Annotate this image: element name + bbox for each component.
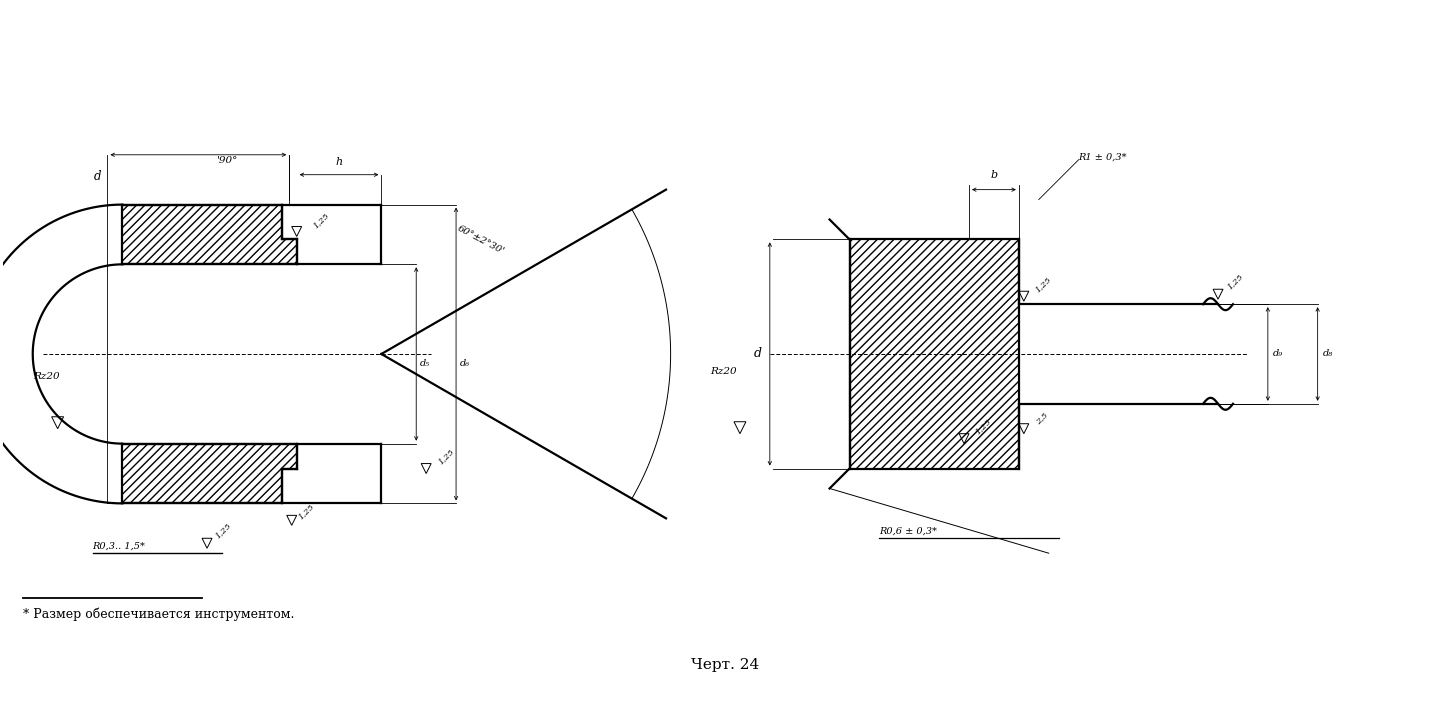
Text: Черт. 24: Черт. 24 <box>690 658 760 672</box>
Text: d₅: d₅ <box>420 360 431 368</box>
Text: '90°: '90° <box>218 156 238 165</box>
Text: R0,3.. 1,5*: R0,3.. 1,5* <box>93 541 145 551</box>
Polygon shape <box>850 239 1019 469</box>
Text: 1,25: 1,25 <box>312 210 331 230</box>
Text: * Размер обеспечивается инструментом.: * Размер обеспечивается инструментом. <box>23 608 294 622</box>
Text: h: h <box>335 157 342 167</box>
Text: 1,25: 1,25 <box>436 446 455 465</box>
Text: 1,25: 1,25 <box>215 522 233 540</box>
Text: d₆: d₆ <box>460 360 470 368</box>
Text: 60°±2°30': 60°±2°30' <box>455 224 506 256</box>
Polygon shape <box>122 205 297 264</box>
Text: d₈: d₈ <box>1322 349 1333 358</box>
Polygon shape <box>122 444 297 503</box>
Text: d: d <box>94 170 102 182</box>
Text: 1,25: 1,25 <box>297 501 316 520</box>
Text: R0,6 ± 0,3*: R0,6 ± 0,3* <box>879 527 937 535</box>
Text: Rz20: Rz20 <box>33 372 59 381</box>
Text: 1,25: 1,25 <box>1227 272 1246 291</box>
Text: d: d <box>754 348 761 360</box>
Text: d₉: d₉ <box>1273 349 1283 358</box>
Text: Rz20: Rz20 <box>710 367 737 376</box>
Text: 1,25: 1,25 <box>1034 275 1053 294</box>
Text: 1,25: 1,25 <box>974 417 993 436</box>
Text: 2,5: 2,5 <box>1034 410 1048 426</box>
Text: b: b <box>990 170 998 180</box>
Text: R1 ± 0,3*: R1 ± 0,3* <box>1079 153 1127 162</box>
